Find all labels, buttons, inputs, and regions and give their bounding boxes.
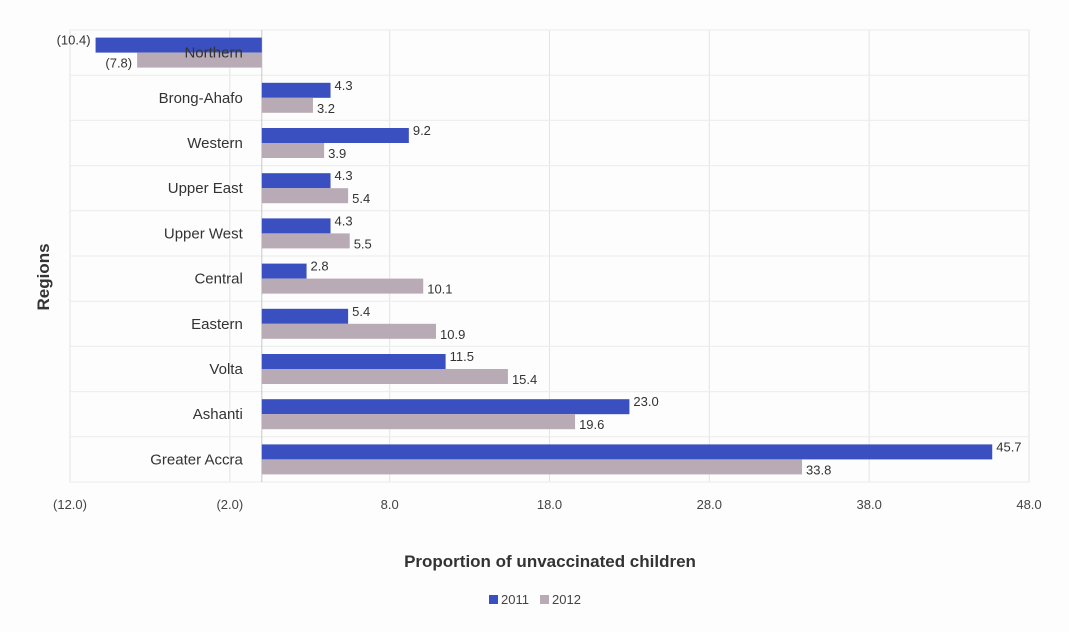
data-label-2011: 4.3 xyxy=(335,213,353,228)
data-label-2012: 3.9 xyxy=(328,146,346,161)
legend-swatch-2012 xyxy=(540,595,549,604)
bars: 45.7 33.8 23.0 19.6 11.5 15.4 5.4 10.9 2.8 10.1 4.… xyxy=(57,33,1022,478)
category-label: Central xyxy=(194,271,242,288)
bar-2011 xyxy=(261,263,307,279)
data-label-2012: (7.8) xyxy=(105,56,132,71)
bar-2011 xyxy=(261,128,409,143)
bar-2011 xyxy=(261,82,331,98)
bar-2012 xyxy=(261,414,576,430)
data-label-2011: 5.4 xyxy=(352,304,370,319)
data-label-2011: 4.3 xyxy=(335,78,353,93)
category-label: Upper West xyxy=(164,225,244,242)
data-label-2012: 5.5 xyxy=(354,236,372,251)
x-tick-label: (2.0) xyxy=(216,497,243,512)
bar-2011 xyxy=(261,399,630,415)
category-label: Upper East xyxy=(168,180,244,197)
category-label: Greater Accra xyxy=(150,451,243,468)
data-label-2012: 5.4 xyxy=(352,191,370,206)
x-tick-label: 48.0 xyxy=(1016,497,1041,512)
category-label: Eastern xyxy=(191,316,243,333)
y-axis-title: Regions xyxy=(34,243,53,310)
data-label-2011: 2.8 xyxy=(311,259,329,274)
category-label: Brong-Ahafo xyxy=(159,90,243,107)
data-label-2011: 4.3 xyxy=(335,168,353,183)
category-label: Volta xyxy=(209,361,243,378)
bar-2011 xyxy=(261,444,993,460)
data-label-2011: 45.7 xyxy=(996,439,1021,454)
bar-2012 xyxy=(261,323,437,339)
bar-2011 xyxy=(261,354,446,369)
data-label-2011: 11.5 xyxy=(450,349,474,364)
legend: 2011 2012 xyxy=(489,592,581,607)
bar-2011 xyxy=(95,37,262,53)
bar-2012 xyxy=(261,188,349,204)
legend-label-2012: 2012 xyxy=(552,592,581,607)
bar-2011 xyxy=(261,308,349,324)
x-tick-labels: (12.0) (2.0) 8.0 18.0 28.0 38.0 48.0 xyxy=(53,497,1042,512)
x-tick-label: 38.0 xyxy=(857,497,882,512)
gridlines xyxy=(69,29,1030,483)
data-label-2011: 9.2 xyxy=(413,123,431,138)
bar-2012 xyxy=(261,369,508,384)
x-tick-label: 28.0 xyxy=(697,497,722,512)
data-label-2012: 15.4 xyxy=(512,372,537,387)
bar-2011 xyxy=(261,173,331,189)
data-label-2012: 3.2 xyxy=(317,101,335,116)
category-label: Northern xyxy=(184,45,242,62)
category-label: Western xyxy=(187,135,243,152)
category-labels: Greater Accra Ashanti Volta Eastern Central U… xyxy=(150,45,243,469)
bar-2012 xyxy=(261,278,424,294)
x-tick-label: 18.0 xyxy=(537,497,562,512)
x-axis-title: Proportion of unvaccinated children xyxy=(404,552,696,571)
x-tick-label: 8.0 xyxy=(381,497,399,512)
bar-2012 xyxy=(261,143,325,158)
bar-2012 xyxy=(261,233,350,249)
bar-2012 xyxy=(261,459,803,475)
data-label-2012: 10.1 xyxy=(427,282,452,297)
bar-2012 xyxy=(261,97,313,113)
bar-2012 xyxy=(137,52,262,68)
data-label-2011: (10.4) xyxy=(57,33,91,48)
data-label-2012: 10.9 xyxy=(440,327,465,342)
data-label-2012: 19.6 xyxy=(579,417,604,432)
data-label-2012: 33.8 xyxy=(806,462,831,477)
category-label: Ashanti xyxy=(193,406,243,423)
data-label-2011: 23.0 xyxy=(633,394,658,409)
legend-swatch-2011 xyxy=(489,595,498,604)
legend-label-2011: 2011 xyxy=(501,592,529,607)
x-tick-label: (12.0) xyxy=(53,497,87,512)
bar-2011 xyxy=(261,218,331,234)
